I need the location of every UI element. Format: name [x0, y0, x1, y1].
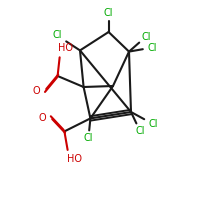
Text: O: O [39, 113, 46, 123]
Text: Cl: Cl [147, 43, 157, 53]
Text: Cl: Cl [52, 30, 62, 40]
Text: Cl: Cl [135, 126, 145, 136]
Text: HO: HO [67, 154, 82, 164]
Text: Cl: Cl [141, 32, 151, 42]
Text: HO: HO [58, 43, 73, 53]
Text: Cl: Cl [84, 133, 93, 143]
Text: Cl: Cl [104, 8, 113, 18]
Text: Cl: Cl [148, 119, 158, 129]
Text: O: O [33, 86, 40, 96]
